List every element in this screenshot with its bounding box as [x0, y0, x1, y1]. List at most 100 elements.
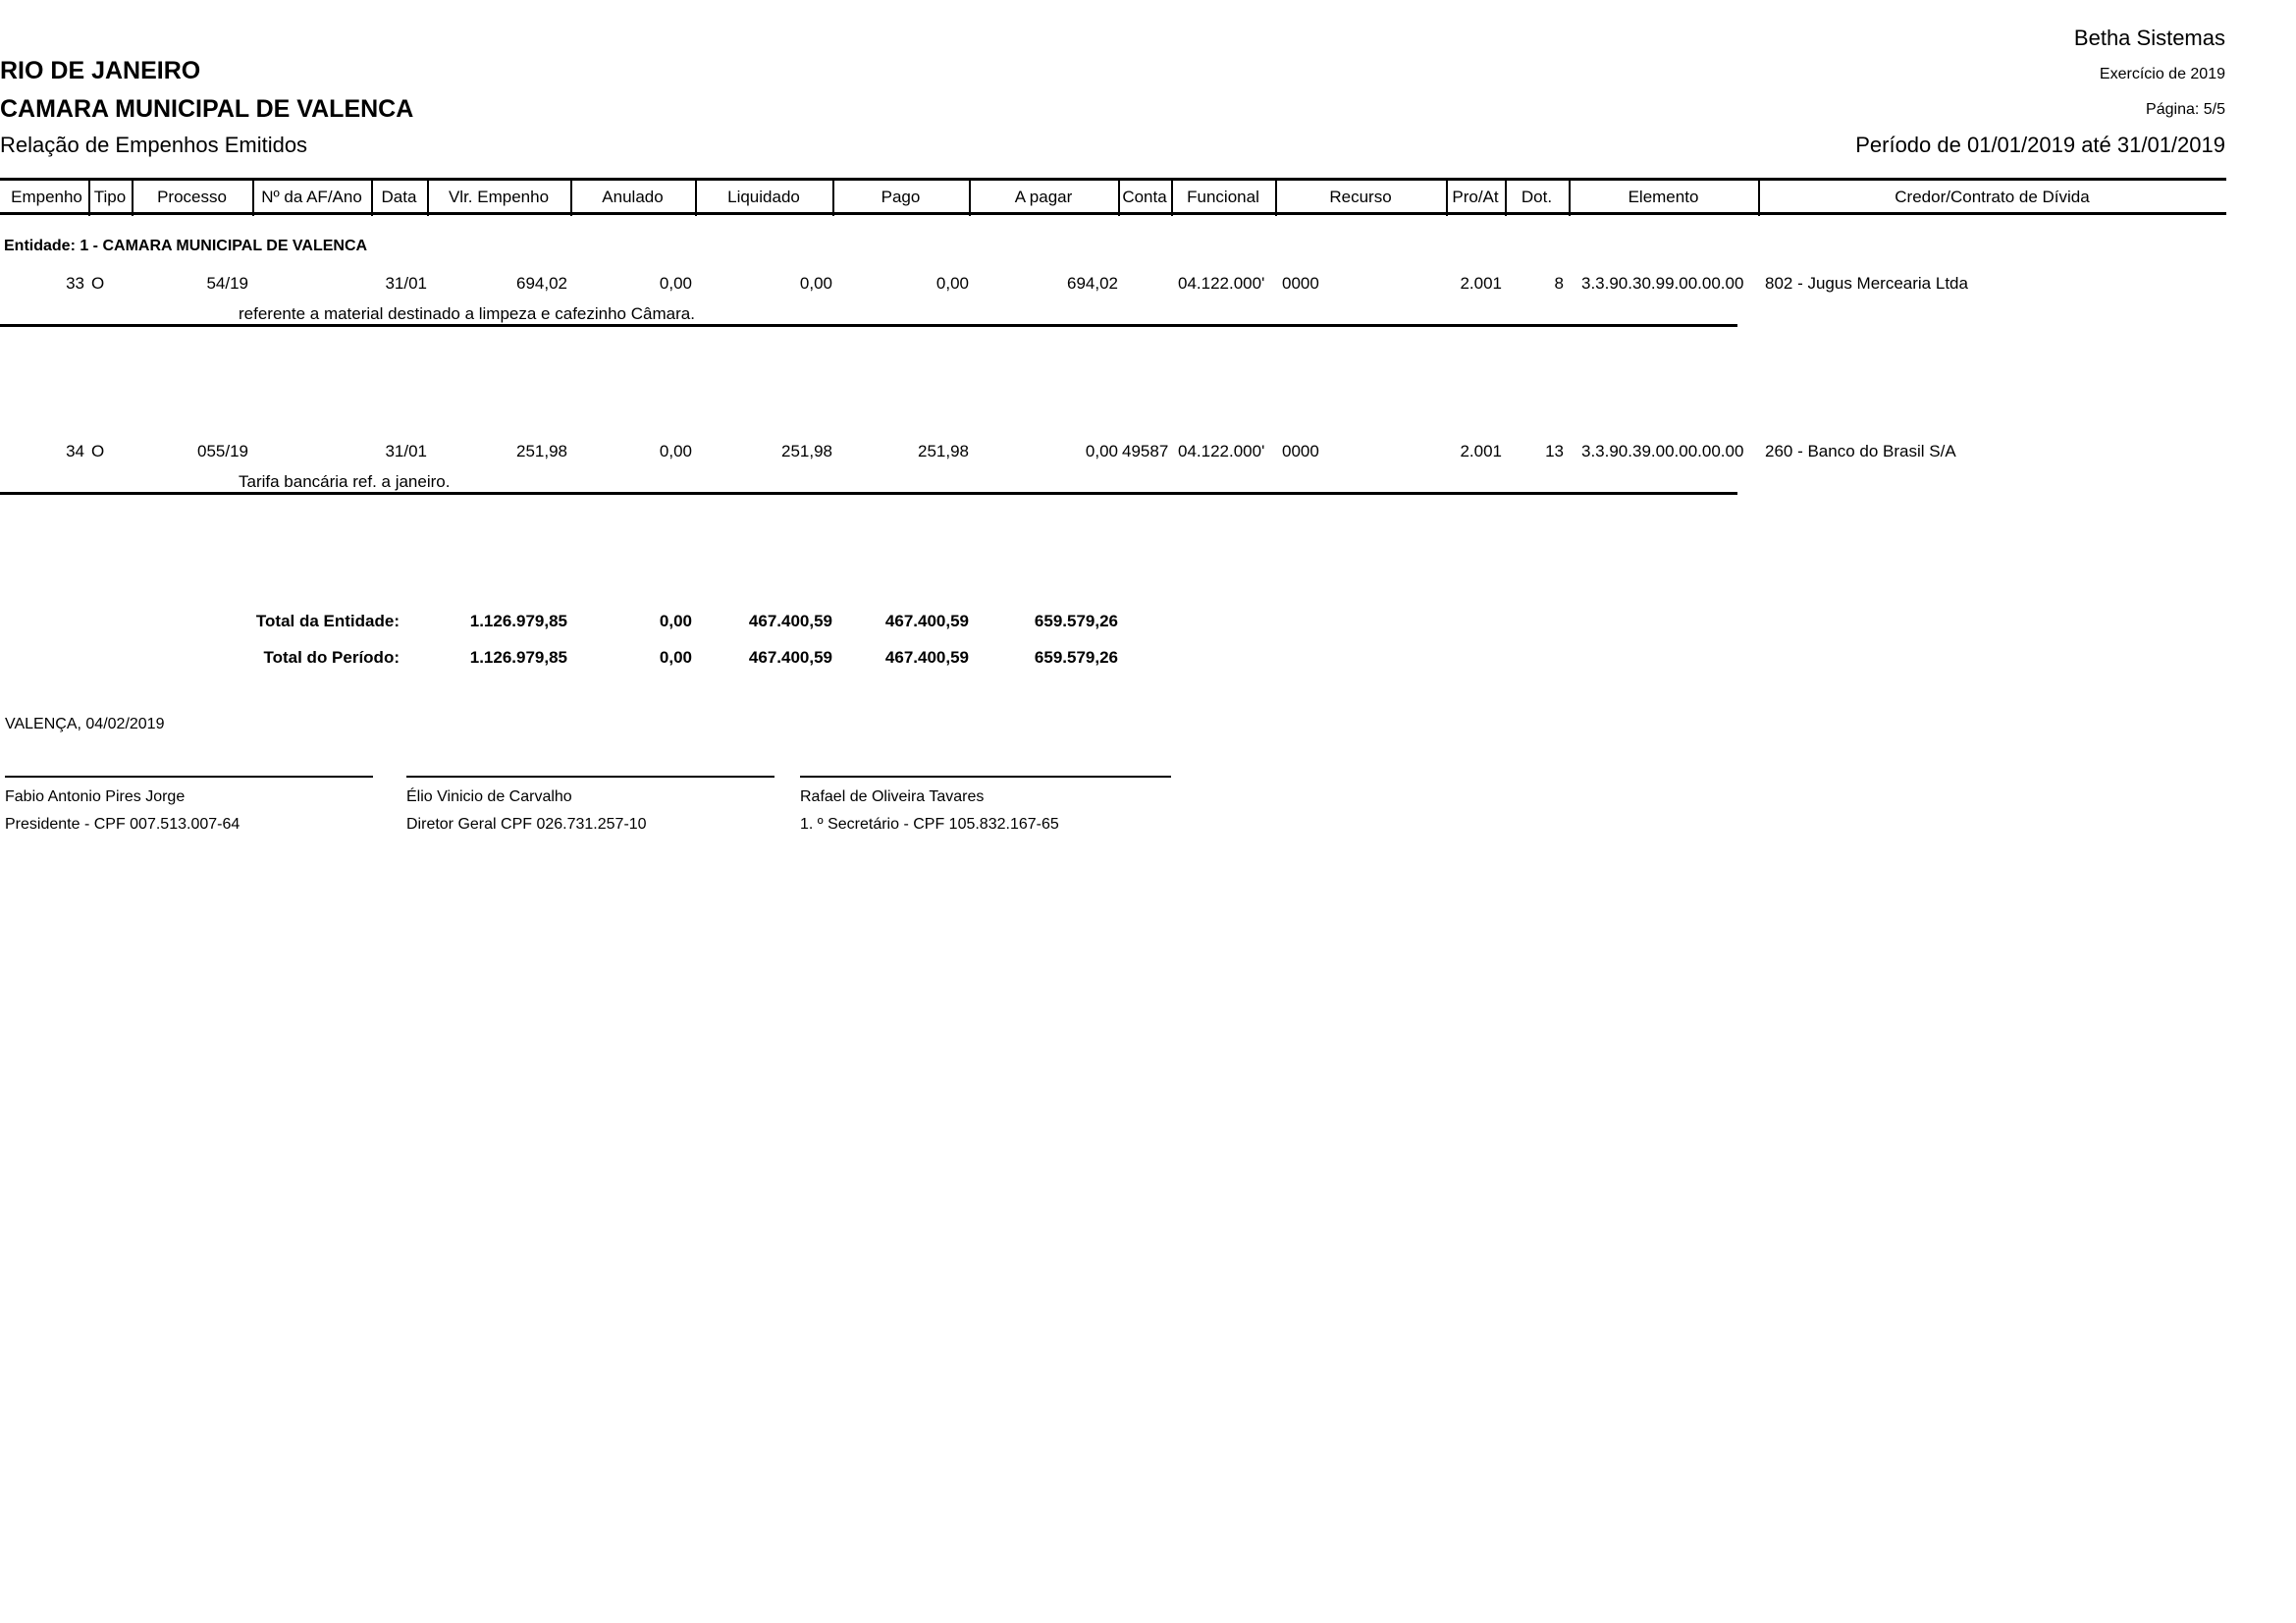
column-header: Tipo — [93, 188, 127, 206]
column-header: Processo — [157, 188, 227, 206]
liquidado-cell: 251,98 — [781, 442, 832, 460]
entity-group-label: Entidade: 1 - CAMARA MUNICIPAL DE VALENC… — [4, 238, 368, 254]
data-cell: 31/01 — [385, 274, 427, 293]
signer-name: Fabio Antonio Pires Jorge — [5, 788, 186, 805]
column-divider — [88, 180, 90, 216]
column-divider — [969, 180, 971, 216]
column-header: Liquidado — [727, 188, 800, 206]
dot-cell: 13 — [1545, 442, 1564, 460]
column-header: Funcional — [1187, 188, 1259, 206]
column-divider — [570, 180, 572, 216]
signature-block: Fabio Antonio Pires Jorge Presidente - CP… — [5, 776, 373, 835]
column-header: Recurso — [1329, 188, 1392, 206]
total-label: Total da Entidade: — [255, 612, 400, 630]
elemento-cell: 3.3.90.30.99.00.00.00 — [1581, 274, 1744, 293]
column-header: Data — [381, 188, 417, 206]
column-divider — [1275, 180, 1277, 216]
signature-line — [800, 776, 1171, 778]
column-header: Credor/Contrato de Dívida — [1895, 188, 2090, 206]
column-divider — [695, 180, 697, 216]
total-liquidado: 467.400,59 — [748, 648, 832, 667]
credor-cell: 260 - Banco do Brasil S/A — [1765, 442, 1956, 460]
empenho-cell: 33 — [66, 274, 84, 293]
column-header: Dot. — [1521, 188, 1553, 206]
column-divider — [1505, 180, 1507, 216]
place-date: VALENÇA, 04/02/2019 — [5, 716, 165, 732]
column-divider — [1446, 180, 1448, 216]
signature-block: Élio Vinicio de Carvalho Diretor Geral CP… — [406, 776, 774, 835]
total-vlr-empenho: 1.126.979,85 — [469, 648, 567, 667]
column-divider — [832, 180, 834, 216]
row-divider — [0, 324, 1737, 327]
signature-line — [5, 776, 373, 778]
column-header: A pagar — [1014, 188, 1073, 206]
column-header: Elemento — [1628, 188, 1699, 206]
total-label: Total do Período: — [263, 648, 400, 667]
divider — [0, 178, 2226, 181]
column-header: Empenho — [11, 188, 82, 206]
total-a-pagar: 659.579,26 — [1034, 648, 1118, 667]
processo-cell: 54/19 — [206, 274, 248, 293]
vlr-empenho-cell: 694,02 — [516, 274, 567, 293]
column-header: Pago — [881, 188, 921, 206]
column-header: Vlr. Empenho — [448, 188, 550, 206]
column-divider — [1569, 180, 1571, 216]
exercise: Exercício de 2019 — [2099, 66, 2225, 82]
column-divider — [1118, 180, 1120, 216]
total-vlr-empenho: 1.126.979,85 — [469, 612, 567, 630]
credor-cell: 802 - Jugus Mercearia Ltda — [1765, 274, 1968, 293]
pro-at-cell: 2.001 — [1460, 274, 1502, 293]
column-divider — [132, 180, 133, 216]
a-pagar-cell: 694,02 — [1067, 274, 1118, 293]
state-name: RIO DE JANEIRO — [0, 57, 201, 84]
tipo-cell: O — [91, 442, 105, 460]
column-header: Conta — [1122, 188, 1167, 206]
divider — [0, 212, 2226, 215]
tipo-cell: O — [91, 274, 105, 293]
total-a-pagar: 659.579,26 — [1034, 612, 1118, 630]
report-title: Relação de Empenhos Emitidos — [0, 133, 308, 157]
signature-block: Rafael de Oliveira Tavares 1. º Secretári… — [800, 776, 1171, 835]
total-anulado: 0,00 — [659, 648, 692, 667]
conta-cell: 49587 — [1122, 442, 1169, 460]
column-header: Pro/At — [1452, 188, 1499, 206]
description: referente a material destinado a limpeza… — [239, 304, 695, 323]
total-liquidado: 467.400,59 — [748, 612, 832, 630]
column-divider — [1171, 180, 1173, 216]
period: Período de 01/01/2019 até 31/01/2019 — [1855, 133, 2225, 157]
recurso-cell: 0000 — [1282, 274, 1319, 293]
signer-role: Presidente - CPF 007.513.007-64 — [5, 816, 240, 833]
pago-cell: 0,00 — [935, 274, 969, 293]
signature-line — [406, 776, 774, 778]
signer-role: Diretor Geral CPF 026.731.257-10 — [406, 816, 647, 833]
row-divider — [0, 492, 1737, 495]
column-divider — [252, 180, 254, 216]
elemento-cell: 3.3.90.39.00.00.00.00 — [1581, 442, 1744, 460]
anulado-cell: 0,00 — [659, 274, 692, 293]
total-pago: 467.400,59 — [884, 648, 969, 667]
vlr-empenho-cell: 251,98 — [516, 442, 567, 460]
signer-role: 1. º Secretário - CPF 105.832.167-65 — [800, 816, 1059, 833]
column-divider — [427, 180, 429, 216]
data-cell: 31/01 — [385, 442, 427, 460]
description: Tarifa bancária ref. a janeiro. — [239, 472, 451, 491]
total-anulado: 0,00 — [659, 612, 692, 630]
page-number: Página: 5/5 — [2146, 101, 2225, 118]
column-divider — [1758, 180, 1760, 216]
column-divider — [371, 180, 373, 216]
dot-cell: 8 — [1554, 274, 1564, 293]
column-header: Anulado — [602, 188, 664, 206]
funcional-cell: 04.122.000' — [1178, 442, 1265, 460]
system-name: Betha Sistemas — [2073, 26, 2225, 50]
anulado-cell: 0,00 — [659, 442, 692, 460]
pro-at-cell: 2.001 — [1460, 442, 1502, 460]
entity-name: CAMARA MUNICIPAL DE VALENCA — [0, 95, 414, 123]
processo-cell: 055/19 — [197, 442, 248, 460]
signer-name: Élio Vinicio de Carvalho — [406, 788, 572, 805]
empenho-cell: 34 — [66, 442, 84, 460]
total-pago: 467.400,59 — [884, 612, 969, 630]
liquidado-cell: 0,00 — [799, 274, 832, 293]
funcional-cell: 04.122.000' — [1178, 274, 1265, 293]
column-header: Nº da AF/Ano — [261, 188, 362, 206]
pago-cell: 251,98 — [918, 442, 969, 460]
